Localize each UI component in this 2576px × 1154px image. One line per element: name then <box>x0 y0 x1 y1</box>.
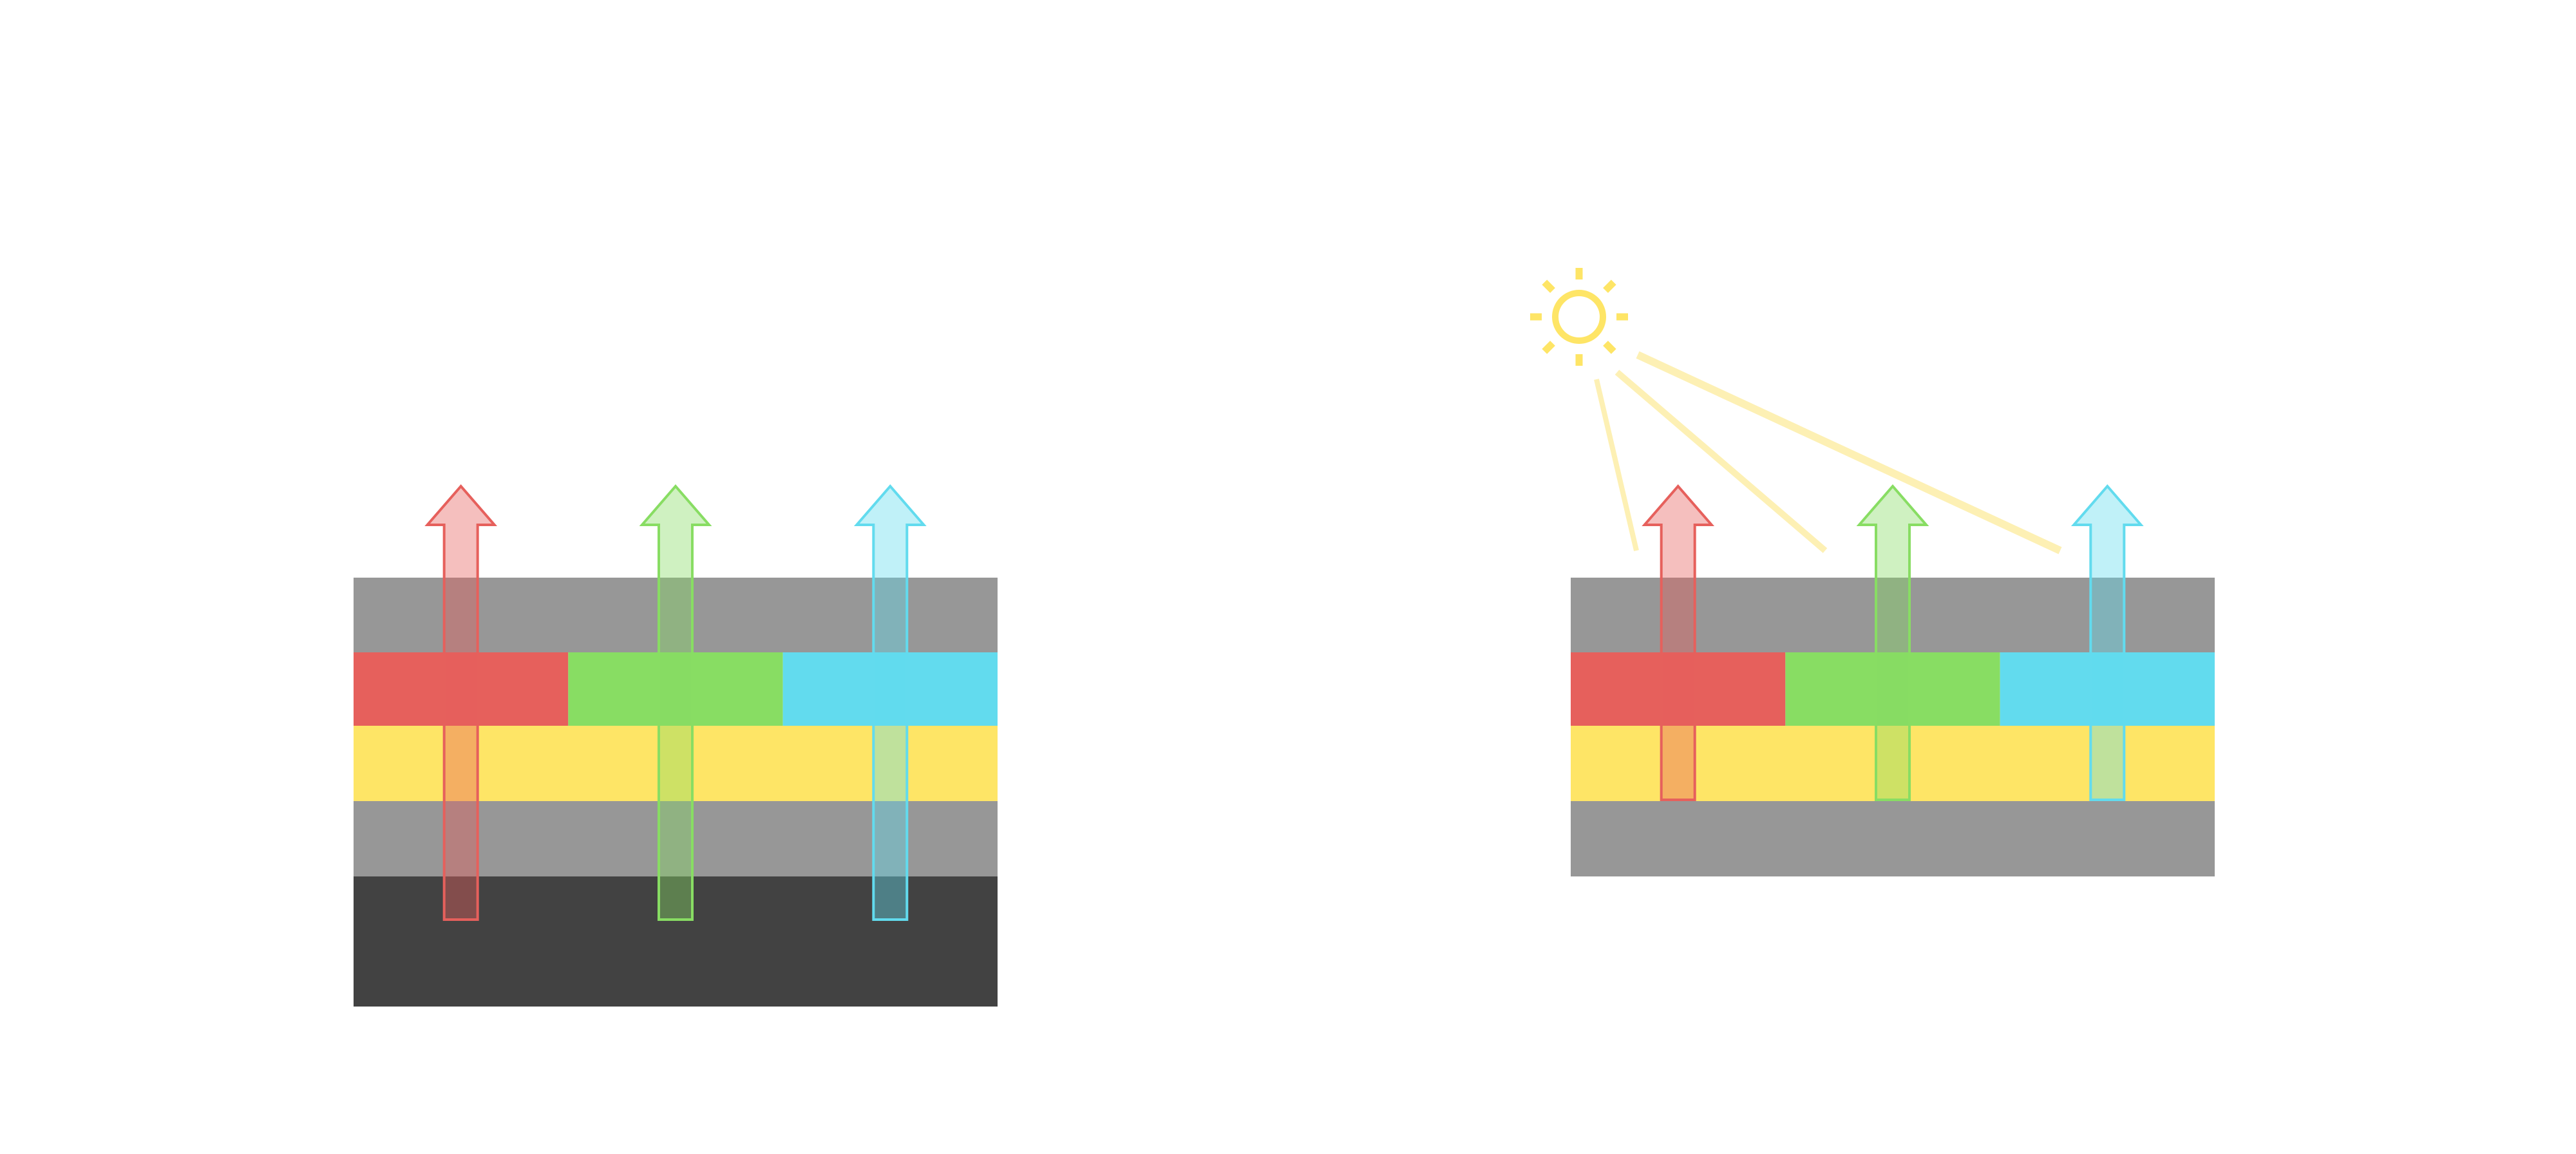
yellow-layer <box>1571 726 2215 801</box>
green-light-arrow-icon <box>1856 484 1929 801</box>
sun-ray <box>1542 279 1555 293</box>
yellow-layer <box>354 726 998 801</box>
sun-disc <box>1552 290 1606 344</box>
sun-ray <box>1603 341 1616 354</box>
green-light-arrow-icon <box>639 484 712 921</box>
red-subpixel <box>354 652 569 726</box>
red-light-arrow-icon <box>1642 484 1715 801</box>
top-gray-layer <box>354 578 998 652</box>
cyan-subpixel <box>782 652 998 726</box>
bottom-gray-layer <box>354 801 998 876</box>
cyan-light-arrow-icon <box>2070 484 2144 801</box>
sun-ray <box>1603 279 1616 293</box>
green-subpixel <box>568 652 783 726</box>
ambient-light-ray <box>1615 370 1828 553</box>
backlit-display <box>354 484 998 1007</box>
ambient-light-ray <box>1636 351 2062 554</box>
reflective-display <box>1571 484 2215 876</box>
green-subpixel <box>1785 652 2000 726</box>
cyan-light-arrow-icon <box>853 484 927 921</box>
red-light-arrow-icon <box>424 484 498 921</box>
backlight-layer <box>354 876 998 1007</box>
bottom-gray-layer <box>1571 801 2215 876</box>
red-subpixel <box>1571 652 1786 726</box>
sun-ray <box>1542 341 1555 354</box>
ambient-light-ray <box>1594 379 1639 551</box>
sun-icon <box>1530 268 1628 366</box>
top-gray-layer <box>1571 578 2215 652</box>
cyan-subpixel <box>2000 652 2215 726</box>
